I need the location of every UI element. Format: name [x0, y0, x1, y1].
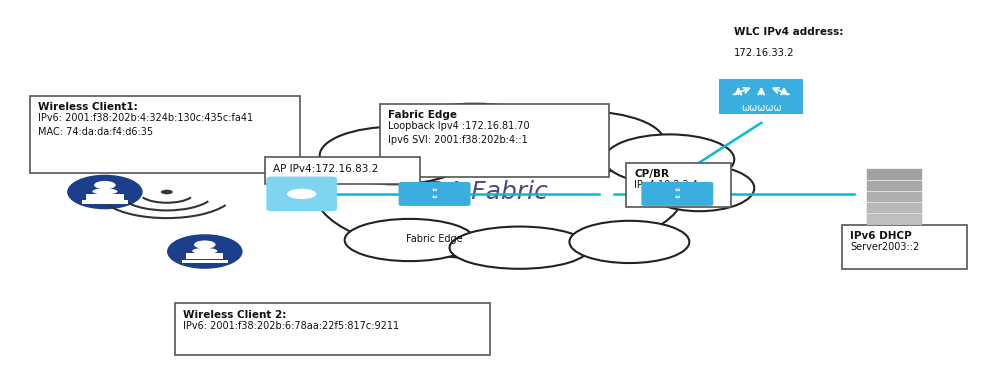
FancyBboxPatch shape: [641, 182, 713, 206]
Text: Wireless Client1:: Wireless Client1:: [38, 102, 138, 112]
Ellipse shape: [604, 134, 734, 184]
FancyBboxPatch shape: [867, 192, 922, 202]
FancyBboxPatch shape: [842, 225, 967, 269]
Text: IPv4:10.2.2.4: IPv4:10.2.2.4: [634, 180, 698, 190]
FancyBboxPatch shape: [626, 163, 731, 207]
FancyBboxPatch shape: [30, 96, 300, 173]
Ellipse shape: [644, 165, 754, 211]
FancyBboxPatch shape: [719, 101, 803, 114]
Text: Server2003::2: Server2003::2: [850, 242, 919, 252]
Text: ωωωωω: ωωωωω: [741, 103, 781, 113]
Text: 172.16.33.2: 172.16.33.2: [734, 48, 795, 58]
Ellipse shape: [569, 221, 689, 263]
FancyBboxPatch shape: [867, 169, 922, 180]
FancyBboxPatch shape: [867, 180, 922, 191]
Text: ⇔: ⇔: [674, 194, 680, 200]
Text: AP IPv4:172.16.83.2: AP IPv4:172.16.83.2: [273, 164, 378, 174]
FancyBboxPatch shape: [186, 253, 224, 259]
Circle shape: [94, 181, 116, 189]
FancyBboxPatch shape: [265, 157, 420, 184]
FancyBboxPatch shape: [267, 177, 337, 211]
FancyBboxPatch shape: [82, 200, 128, 204]
FancyBboxPatch shape: [380, 104, 609, 177]
Text: ⇔: ⇔: [432, 194, 438, 200]
Text: Wireless Client 2:: Wireless Client 2:: [183, 310, 286, 319]
FancyBboxPatch shape: [182, 260, 228, 263]
Ellipse shape: [385, 104, 564, 169]
Text: WLC IPv4 address:: WLC IPv4 address:: [734, 27, 843, 37]
Text: IPv6 DHCP: IPv6 DHCP: [850, 231, 912, 241]
Circle shape: [194, 240, 216, 249]
FancyBboxPatch shape: [867, 214, 922, 225]
Circle shape: [287, 188, 317, 200]
Ellipse shape: [192, 248, 218, 254]
Text: ⇔: ⇔: [674, 187, 680, 194]
Ellipse shape: [167, 234, 243, 269]
Ellipse shape: [345, 219, 475, 261]
Text: Fabric Edge: Fabric Edge: [407, 234, 463, 244]
Text: SDA Fabric: SDA Fabric: [411, 180, 548, 204]
Ellipse shape: [320, 127, 470, 184]
Ellipse shape: [450, 227, 589, 269]
FancyBboxPatch shape: [175, 303, 490, 355]
Ellipse shape: [504, 111, 664, 173]
Ellipse shape: [67, 175, 143, 209]
Circle shape: [161, 190, 173, 194]
Ellipse shape: [315, 125, 684, 259]
FancyBboxPatch shape: [86, 194, 124, 200]
Text: Loopback Ipv4 :172.16.81.70
Ipv6 SVI: 2001:f38:202b:4::1: Loopback Ipv4 :172.16.81.70 Ipv6 SVI: 20…: [388, 121, 529, 145]
Text: ⇔: ⇔: [432, 187, 438, 194]
FancyBboxPatch shape: [867, 203, 922, 214]
FancyBboxPatch shape: [719, 79, 803, 101]
Text: IPv6: 2001:f38:202b:4:324b:130c:435c:fa41
MAC: 74:da:da:f4:d6:35: IPv6: 2001:f38:202b:4:324b:130c:435c:fa4…: [38, 113, 253, 137]
Text: IPv6: 2001:f38:202b:6:78aa:22f5:817c:9211: IPv6: 2001:f38:202b:6:78aa:22f5:817c:921…: [183, 321, 399, 331]
Text: Fabric Edge: Fabric Edge: [388, 110, 457, 120]
Ellipse shape: [92, 189, 118, 194]
Text: CP/BR: CP/BR: [634, 169, 669, 179]
FancyBboxPatch shape: [399, 182, 471, 206]
